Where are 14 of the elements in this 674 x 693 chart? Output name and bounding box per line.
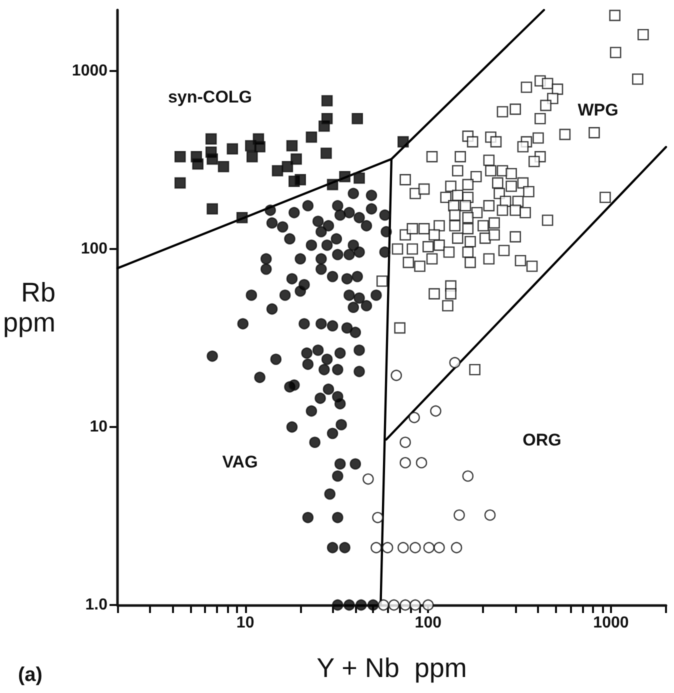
annotation: syn-COLG — [168, 88, 252, 106]
x-tick-label: 1000 — [593, 614, 629, 632]
y-tick-label: 100 — [80, 240, 108, 258]
y-tick-label: 10 — [90, 418, 108, 436]
annotation: VAG — [222, 452, 258, 472]
x-tick-label: 100 — [414, 614, 442, 632]
x-tick-label: 10 — [236, 614, 254, 632]
y-tick-label: 1000 — [72, 62, 108, 80]
text: (a) — [18, 664, 42, 686]
y-tick-label: 1.0 — [85, 596, 108, 614]
annotation: ORG — [522, 430, 562, 450]
y-axis-title: Rb ppm — [2, 278, 56, 338]
annotation: WPG — [578, 100, 618, 120]
x-axis-title: Y + Nb ppm — [316, 653, 467, 683]
